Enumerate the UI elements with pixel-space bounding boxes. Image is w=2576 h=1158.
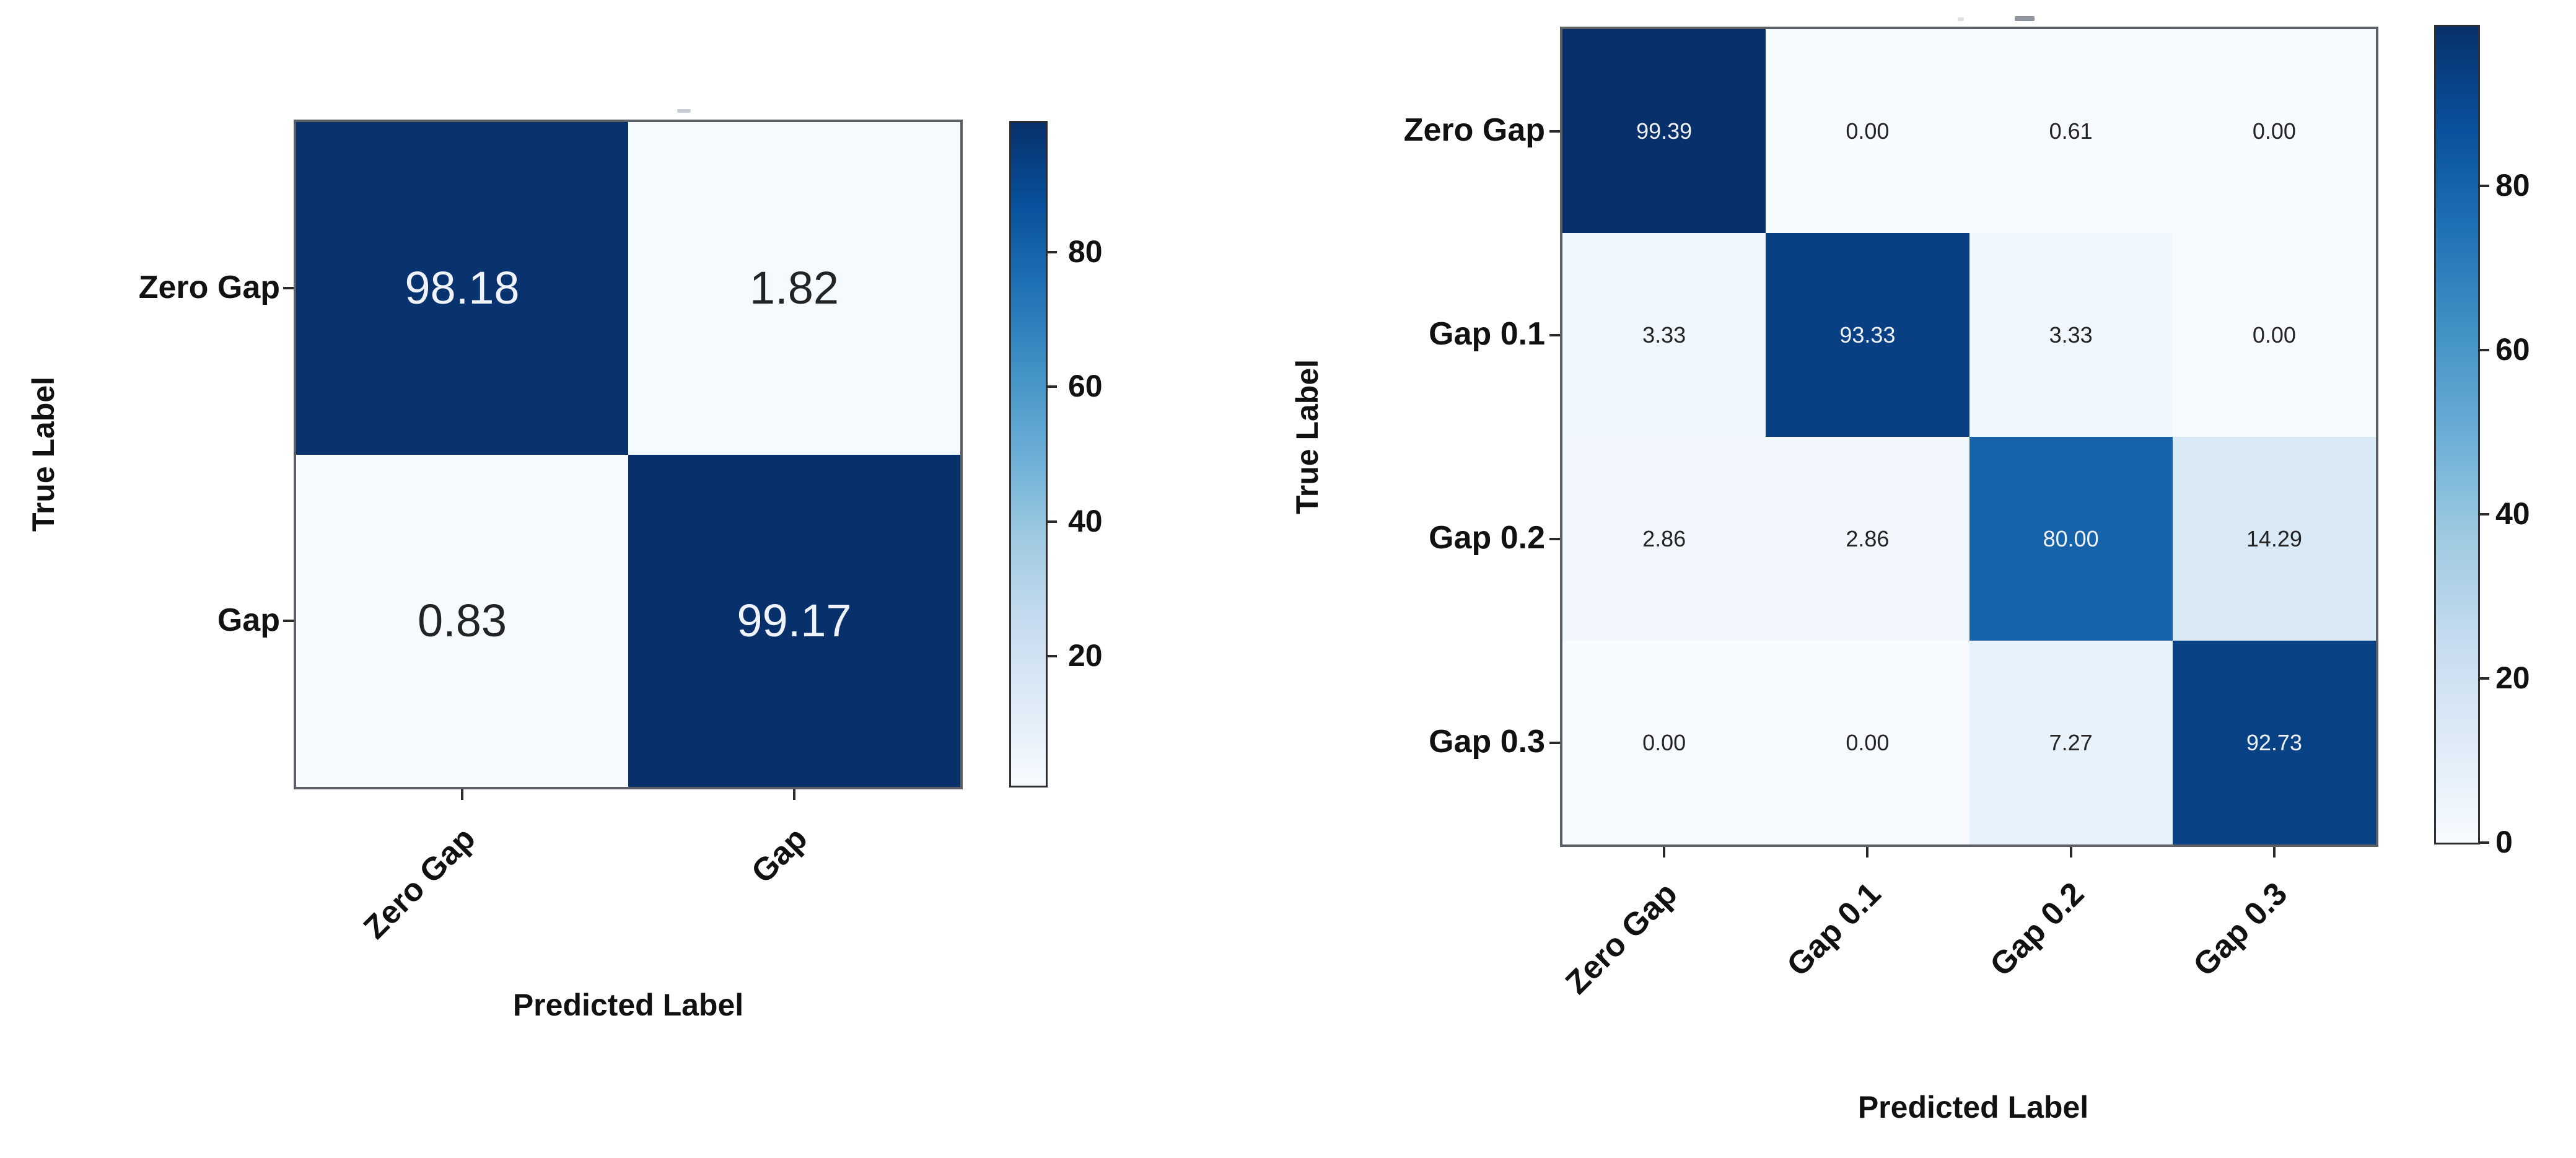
matrix-cell: 92.73 <box>2172 641 2376 844</box>
y-tick-mark <box>1549 129 1560 133</box>
colorbar-tick-label: 20 <box>1068 638 1103 673</box>
colorbar-tick-label: 40 <box>1068 503 1103 538</box>
matrix-cell: 98.18 <box>296 122 628 455</box>
x-tick-label: Gap 0.2 <box>1983 875 2091 984</box>
colorbar-tick-mark <box>2478 841 2489 844</box>
colorbar-tick-label: 0 <box>2495 825 2513 859</box>
colorbar-tick-mark <box>2478 512 2489 515</box>
artifact-dash <box>677 109 691 113</box>
matrix-cell: 93.33 <box>1766 233 1969 437</box>
matrix-cell: 3.33 <box>1562 233 1766 437</box>
matrix-cell: 0.00 <box>2172 233 2376 437</box>
y-tick-mark <box>283 287 294 290</box>
matrix-cell: 1.82 <box>628 122 960 455</box>
y-tick-label: Zero Gap <box>138 270 280 306</box>
y-tick-label: Gap 0.3 <box>1429 724 1545 760</box>
colorbar <box>2434 25 2480 844</box>
y-axis-title: True Label <box>26 376 61 532</box>
artifact-dash <box>2015 16 2035 21</box>
confusion-matrix: 98.18 1.82 0.83 99.17 <box>294 120 963 789</box>
matrix-cell: 3.33 <box>1969 233 2173 437</box>
y-tick-mark <box>1549 741 1560 744</box>
y-tick-label: Gap 0.2 <box>1429 520 1545 556</box>
matrix-cell: 99.17 <box>628 454 960 787</box>
x-tick-label: Gap 0.3 <box>2186 875 2295 984</box>
y-axis-title: True Label <box>1290 359 1325 515</box>
matrix-cell: 0.00 <box>1766 29 1969 233</box>
matrix-cell: 0.00 <box>2172 29 2376 233</box>
colorbar-tick-mark <box>1046 655 1057 658</box>
x-tick-mark <box>1663 847 1666 858</box>
colorbar-tick-label: 20 <box>2495 660 2530 695</box>
x-tick-mark <box>793 789 795 800</box>
matrix-cell: 0.00 <box>1562 641 1766 844</box>
confusion-matrix: 99.39 0.00 0.61 0.00 3.33 93.33 3.33 0.00 2.86 2.… <box>1560 27 2378 847</box>
matrix-cell: 14.29 <box>2172 437 2376 641</box>
artifact-dash <box>1958 17 1964 21</box>
colorbar-tick-label: 80 <box>2495 167 2530 203</box>
colorbar-tick-mark <box>1046 520 1057 523</box>
x-tick-mark <box>1866 847 1869 858</box>
x-axis-title: Predicted Label <box>512 988 744 1022</box>
x-tick-label: Gap 0.1 <box>1779 875 1888 984</box>
matrix-cell: 0.83 <box>296 454 628 787</box>
colorbar <box>1009 121 1048 787</box>
colorbar-tick-mark <box>2478 184 2489 187</box>
colorbar-tick-label: 40 <box>2495 496 2530 531</box>
matrix-cell: 0.00 <box>1766 641 1969 844</box>
colorbar-tick-label: 80 <box>1068 234 1103 269</box>
x-axis-title: Predicted Label <box>1857 1090 2089 1125</box>
matrix-cell: 2.86 <box>1766 437 1969 641</box>
matrix-cell: 0.61 <box>1969 29 2173 233</box>
y-tick-label: Zero Gap <box>1403 112 1545 149</box>
colorbar-tick-mark <box>1046 250 1057 253</box>
y-tick-label: Gap 0.1 <box>1429 316 1545 353</box>
colorbar-tick-mark <box>2478 348 2489 351</box>
colorbar-tick-label: 60 <box>1068 369 1103 404</box>
y-tick-label: Gap <box>217 602 280 638</box>
y-tick-mark <box>1549 537 1560 540</box>
matrix-cell: 7.27 <box>1969 641 2173 844</box>
x-tick-label: Zero Gap <box>356 820 483 946</box>
colorbar-tick-mark <box>1046 385 1057 388</box>
x-tick-mark <box>461 789 463 800</box>
matrix-cell: 99.39 <box>1562 29 1766 233</box>
y-tick-mark <box>283 619 294 622</box>
x-tick-mark <box>2272 847 2276 858</box>
matrix-cell: 2.86 <box>1562 437 1766 641</box>
x-tick-label: Gap <box>744 820 815 890</box>
x-tick-mark <box>2069 847 2072 858</box>
matrix-cell: 80.00 <box>1969 437 2173 641</box>
x-tick-label: Zero Gap <box>1559 875 1684 1001</box>
colorbar-tick-mark <box>2478 677 2489 680</box>
y-tick-mark <box>1549 333 1560 336</box>
matrix-grid: 99.39 0.00 0.61 0.00 3.33 93.33 3.33 0.00 2.86 2.… <box>1562 29 2376 844</box>
matrix-grid: 98.18 1.82 0.83 99.17 <box>296 122 960 787</box>
colorbar-tick-label: 60 <box>2495 331 2530 367</box>
